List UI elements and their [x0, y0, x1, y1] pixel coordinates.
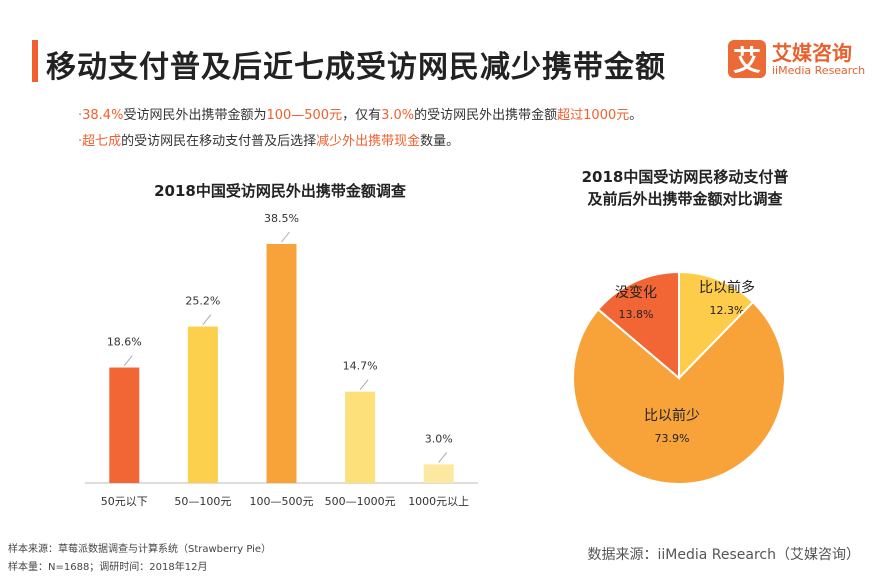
pie-slice: [678, 270, 755, 381]
x-tick-label: 50元以下: [101, 495, 148, 508]
bullet-text: 的受访网民外出携带金额: [414, 108, 558, 123]
highlight-text: 100—500元: [266, 108, 343, 123]
sample-source: 样本来源：草莓派数据调查与计算系统（Strawberry Pie）: [8, 544, 272, 555]
page-title: 移动支付普及后近七成受访网民减少携带金额: [46, 50, 666, 85]
highlight-text: 超过1000元: [557, 108, 630, 123]
data-label: 14.7%: [343, 360, 378, 373]
pie-slice: [596, 270, 680, 381]
x-tick-label: 100—500元: [250, 495, 314, 508]
bar: [109, 367, 140, 483]
x-tick-label: 50—100元: [174, 495, 231, 508]
data-source: 数据来源：iiMedia Research（艾媒咨询）: [587, 547, 861, 563]
title-accent-bar: [32, 40, 38, 82]
bullet-2: ·超七成的受访网民在移动支付普及后选择减少外出携带现金数量。: [78, 130, 459, 149]
bar: [345, 391, 376, 483]
pie-title-line-1: 2018中国受访网民移动支付普: [581, 168, 789, 186]
bar-chart-title: 2018中国受访网民外出携带金额调查: [154, 182, 406, 200]
pie-slice: [572, 300, 786, 485]
logo: 艾 艾媒咨询 iiMedia Research: [728, 40, 865, 78]
bullet-text: 数量。: [420, 134, 460, 149]
bar: [187, 326, 218, 483]
bar: [266, 244, 297, 483]
label-leader: [359, 379, 369, 391]
data-label: 25.2%: [185, 295, 220, 308]
logo-icon: 艾: [728, 40, 766, 78]
bullet-text: 的受访网民在移动支付普及后选择: [121, 134, 317, 149]
slice-value: 12.3%: [710, 304, 745, 317]
label-leader: [123, 355, 133, 366]
highlight-text: 减少外出携带现金: [316, 134, 421, 149]
slice-value: 73.9%: [655, 432, 690, 445]
label-leader: [438, 452, 448, 463]
pie-title-line-2: 及前后外出携带金额对比调查: [587, 190, 783, 208]
highlight-text: ·38.4%: [78, 108, 124, 123]
highlight-text: ·超七成: [78, 134, 122, 149]
bullet-1: ·38.4%受访网民外出携带金额为100—500元，仅有3.0%的受访网民外出携…: [78, 104, 642, 123]
slice-value: 13.8%: [619, 308, 654, 321]
data-label: 38.5%: [264, 212, 299, 225]
pie-chart-title: 2018中国受访网民移动支付普 及前后外出携带金额对比调查: [540, 166, 830, 210]
highlight-text: 3.0%: [381, 108, 415, 123]
slice-label: 比以前少: [644, 407, 700, 424]
sample-size: 样本量：N=1688；调研时间：2018年12月: [8, 562, 208, 573]
data-label: 18.6%: [107, 336, 142, 349]
x-tick-label: 1000元以上: [408, 495, 469, 508]
logo-cn: 艾媒咨询: [772, 40, 852, 65]
label-leader: [202, 314, 212, 325]
logo-en: iiMedia Research: [772, 63, 866, 77]
x-tick-label: 500—1000元: [325, 495, 396, 508]
bullet-text: 受访网民外出携带金额为: [123, 108, 267, 123]
bullet-text: ，仅有: [342, 108, 382, 123]
slice-label: 比以前多: [699, 279, 755, 296]
bullet-text: 。: [629, 108, 643, 123]
slice-label: 没变化: [615, 285, 657, 301]
data-label: 3.0%: [425, 432, 453, 445]
bar: [423, 464, 454, 483]
label-leader: [281, 231, 290, 243]
